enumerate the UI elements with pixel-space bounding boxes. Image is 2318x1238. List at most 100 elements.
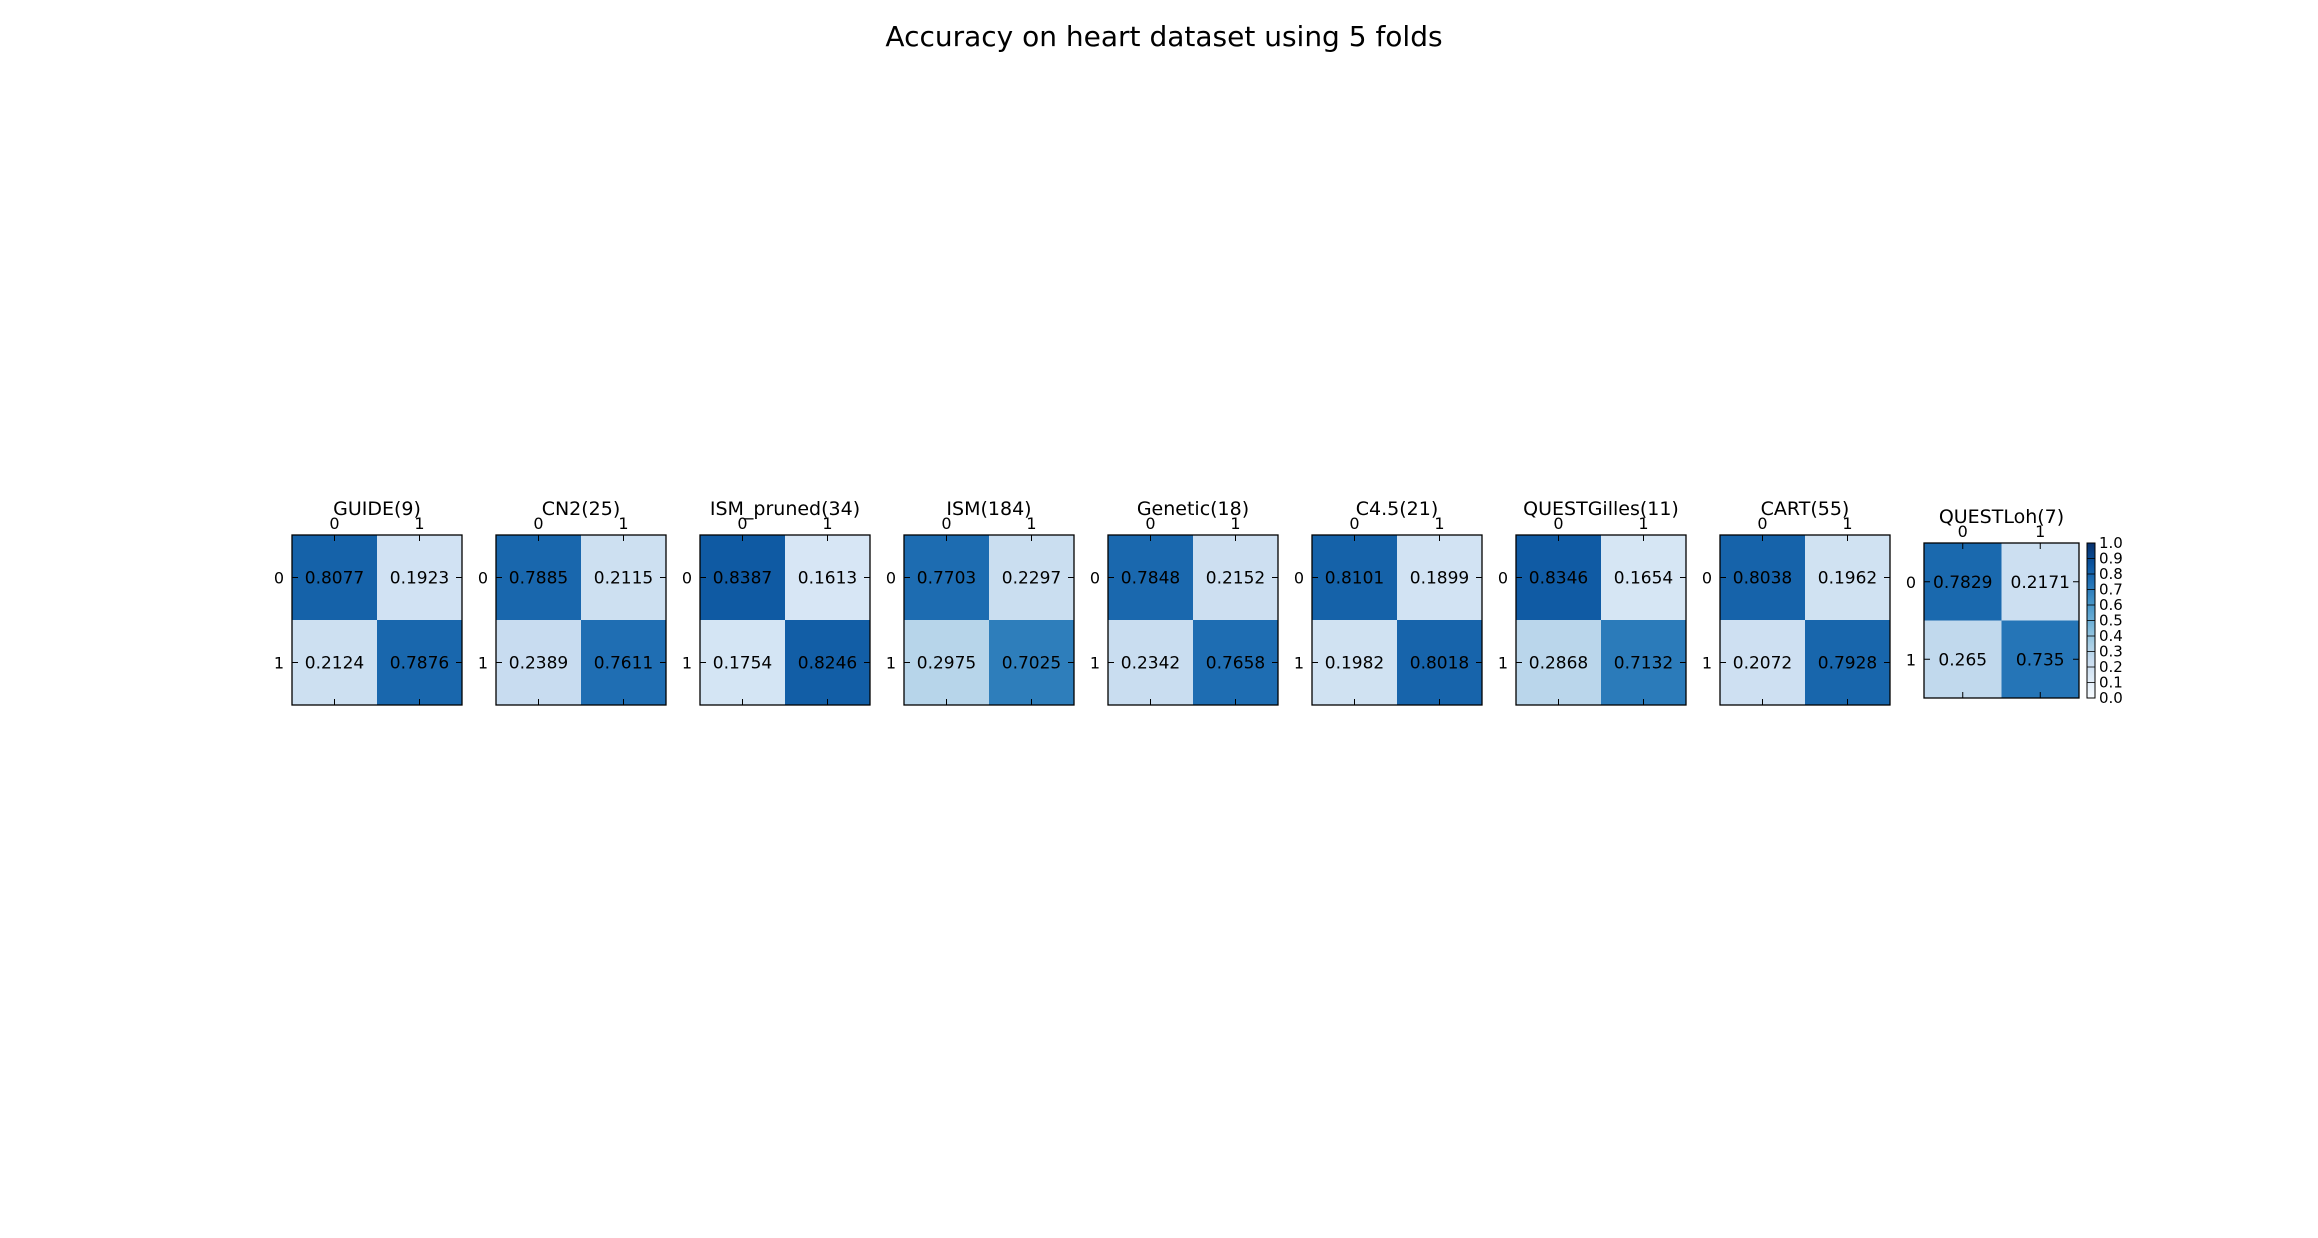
x-tick-label: 1 <box>1026 514 1036 533</box>
y-tick-label: 0 <box>478 569 488 588</box>
y-tick-label: 0 <box>274 569 284 588</box>
subplot-title: CART(55) <box>1761 498 1850 520</box>
cell-value-label: 0.7829 <box>1933 573 1992 593</box>
x-tick-label: 0 <box>1757 514 1767 533</box>
cell-value-label: 0.7848 <box>1121 569 1180 589</box>
matrix-cell <box>1601 620 1686 705</box>
y-tick-label: 1 <box>1498 654 1508 673</box>
cell-value-label: 0.2115 <box>594 569 653 589</box>
x-tick-label: 1 <box>618 514 628 533</box>
matrix-cell <box>2001 543 2079 621</box>
matrix-cell <box>1312 620 1397 705</box>
colorbar-tick-label: 0.4 <box>2099 627 2123 645</box>
colorbar-tick-label: 0.1 <box>2099 674 2123 692</box>
cell-value-label: 0.7703 <box>917 569 976 589</box>
cell-value-label: 0.2124 <box>305 654 364 674</box>
x-tick-label: 1 <box>1434 514 1444 533</box>
y-tick-label: 0 <box>1906 573 1916 592</box>
y-tick-label: 1 <box>1294 654 1304 673</box>
colorbar-tick-label: 1.0 <box>2099 534 2123 552</box>
y-tick-label: 0 <box>1702 569 1712 588</box>
y-tick-label: 0 <box>682 569 692 588</box>
cell-value-label: 0.735 <box>2016 650 2065 670</box>
cell-value-label: 0.265 <box>1938 650 1987 670</box>
matrix-cell <box>1397 535 1482 620</box>
y-tick-label: 1 <box>1906 650 1916 669</box>
colorbar-tick-label: 0.5 <box>2099 612 2123 630</box>
x-tick-label: 0 <box>1553 514 1563 533</box>
matrix-cell <box>700 535 785 620</box>
cell-value-label: 0.1613 <box>798 569 857 589</box>
cell-value-label: 0.1654 <box>1614 569 1673 589</box>
subplot-title: QUESTGilles(11) <box>1523 498 1679 520</box>
matrix-cell <box>1720 535 1805 620</box>
figure-title: Accuracy on heart dataset using 5 folds <box>885 20 1442 53</box>
cell-value-label: 0.1899 <box>1410 569 1469 589</box>
cell-value-label: 0.2342 <box>1121 654 1180 674</box>
y-tick-label: 0 <box>1090 569 1100 588</box>
matrix-cell <box>904 620 989 705</box>
matrix-cell <box>292 620 377 705</box>
cell-value-label: 0.8038 <box>1733 569 1792 589</box>
matrix-cell <box>496 535 581 620</box>
colorbar-tick-label: 0.2 <box>2099 658 2123 676</box>
matrix-cell <box>1193 620 1278 705</box>
matrix-cell <box>1924 543 2002 621</box>
subplot-title: CN2(25) <box>542 498 621 520</box>
colorbar-tick-label: 0.9 <box>2099 550 2123 568</box>
x-tick-label: 1 <box>2035 522 2045 541</box>
y-tick-label: 1 <box>478 654 488 673</box>
cell-value-label: 0.8346 <box>1529 569 1588 589</box>
y-tick-label: 1 <box>682 654 692 673</box>
colorbar-tick-label: 0.6 <box>2099 596 2123 614</box>
matrix-cell <box>1312 535 1397 620</box>
cell-value-label: 0.1754 <box>713 654 772 674</box>
subplot-title: GUIDE(9) <box>333 498 421 520</box>
x-tick-label: 0 <box>1145 514 1155 533</box>
matrix-cell <box>989 535 1074 620</box>
matrix-cell <box>904 535 989 620</box>
cell-value-label: 0.8101 <box>1325 569 1384 589</box>
matrix-cell <box>2001 620 2079 698</box>
matrix-frame <box>1515 534 1687 706</box>
cell-value-label: 0.2389 <box>509 654 568 674</box>
y-tick-label: 0 <box>886 569 896 588</box>
cell-value-label: 0.8077 <box>305 569 364 589</box>
cell-value-label: 0.8246 <box>798 654 857 674</box>
x-tick-label: 0 <box>329 514 339 533</box>
subplot-title: ISM(184) <box>946 498 1031 520</box>
matrix-cell <box>1108 620 1193 705</box>
subplot-title: ISM_pruned(34) <box>710 498 860 520</box>
x-tick-label: 0 <box>533 514 543 533</box>
matrix-cell <box>700 620 785 705</box>
matrix-cell <box>989 620 1074 705</box>
matrix-cell <box>1924 620 2002 698</box>
matrix-cell <box>1601 535 1686 620</box>
matrix-cell <box>1108 535 1193 620</box>
y-tick-label: 1 <box>1702 654 1712 673</box>
colorbar-tick-label: 0.7 <box>2099 581 2123 599</box>
matrix-frame <box>495 534 667 706</box>
x-tick-label: 0 <box>941 514 951 533</box>
y-tick-label: 0 <box>1498 569 1508 588</box>
cell-value-label: 0.7025 <box>1002 654 1061 674</box>
cell-value-label: 0.7885 <box>509 569 568 589</box>
matrix-cell <box>1516 620 1601 705</box>
cell-value-label: 0.2171 <box>2011 573 2070 593</box>
colorbar-tick-label: 0.8 <box>2099 565 2123 583</box>
matrix-cell <box>581 535 666 620</box>
x-tick-label: 0 <box>737 514 747 533</box>
cell-value-label: 0.2072 <box>1733 654 1792 674</box>
cell-value-label: 0.1923 <box>390 569 449 589</box>
matrix-frame <box>1311 534 1483 706</box>
